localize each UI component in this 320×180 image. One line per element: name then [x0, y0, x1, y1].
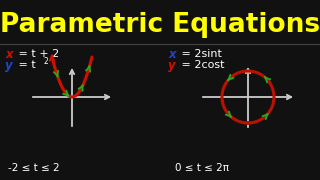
Text: -2 ≤ t ≤ 2: -2 ≤ t ≤ 2: [8, 163, 60, 173]
Text: 0 ≤ t ≤ 2π: 0 ≤ t ≤ 2π: [175, 163, 229, 173]
Text: = t: = t: [15, 60, 36, 70]
Text: y: y: [168, 58, 176, 71]
Text: = 2sint: = 2sint: [178, 49, 222, 59]
Text: = t + 2: = t + 2: [15, 49, 59, 59]
Text: y: y: [5, 58, 12, 71]
Text: Parametric Equations: Parametric Equations: [0, 12, 320, 38]
Text: x: x: [5, 48, 12, 60]
Text: 2: 2: [43, 57, 48, 66]
Text: = 2cost: = 2cost: [178, 60, 225, 70]
Text: x: x: [168, 48, 176, 60]
